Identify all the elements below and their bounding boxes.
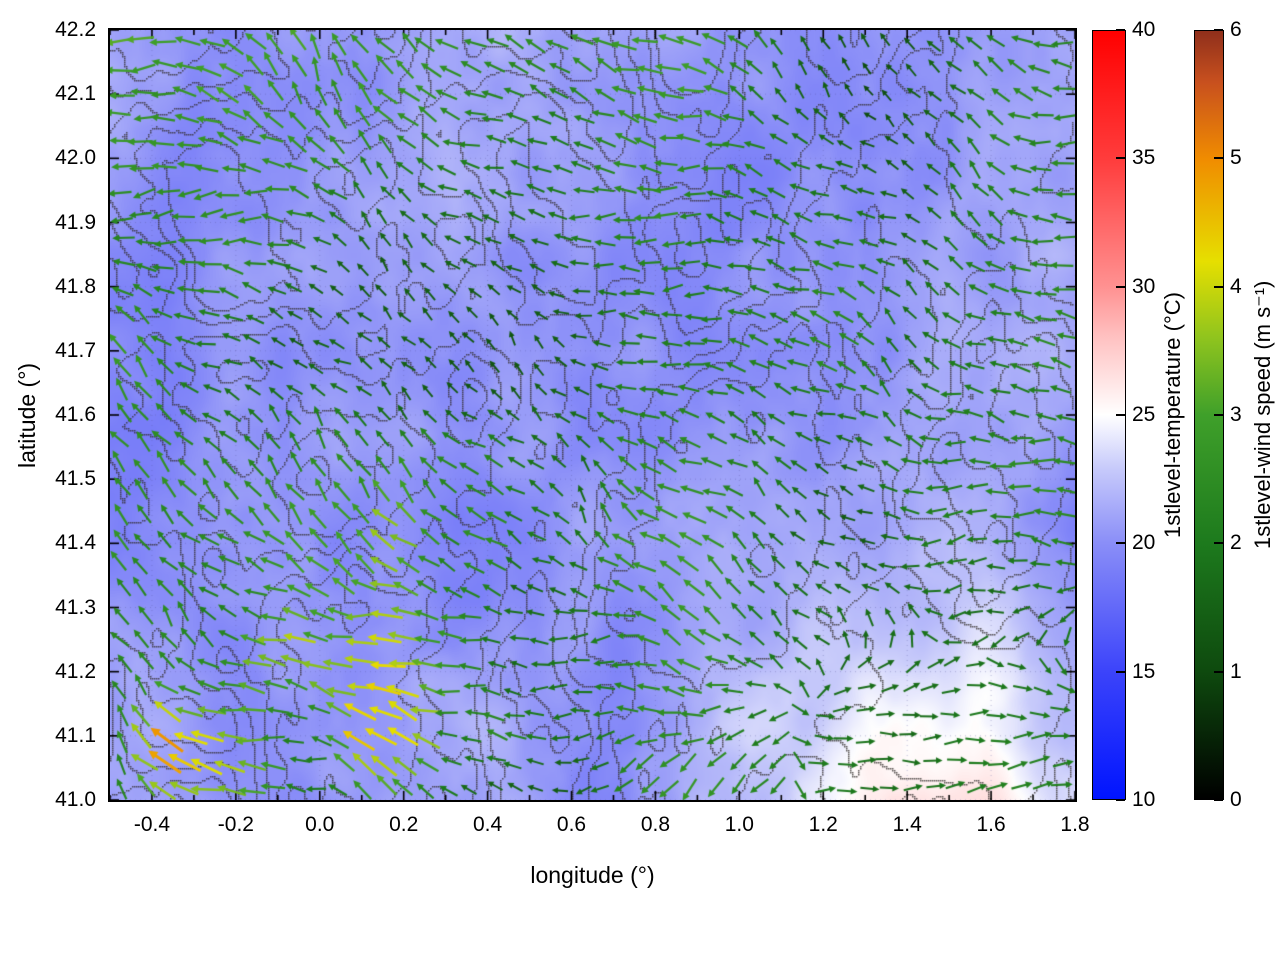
y-tick-label: 42.0 xyxy=(55,146,96,170)
colorbar-tick-label: 3 xyxy=(1230,403,1242,426)
x-tick-label: 1.4 xyxy=(892,813,922,836)
x-tick-label: -0.4 xyxy=(133,813,171,836)
y-tick-label: 41.6 xyxy=(55,403,96,426)
x-tick-label: 1.6 xyxy=(976,813,1006,836)
y-tick-label: 41.9 xyxy=(55,210,96,234)
colorbar-tick-label: 10 xyxy=(1132,788,1156,811)
y-tick-label: 41.0 xyxy=(55,788,96,811)
colorbar-tick-label: 40 xyxy=(1132,18,1156,41)
colorbar-tick-mark xyxy=(1116,542,1125,545)
x-tick-label: 1.0 xyxy=(724,813,754,836)
y-tick-label: 41.1 xyxy=(55,723,96,747)
x-axis-title: longitude (°) xyxy=(530,862,655,888)
colorbar-tick-mark xyxy=(1214,157,1223,160)
x-tick-label: 0.4 xyxy=(472,813,503,836)
x-tick-label: 1.8 xyxy=(1060,813,1090,836)
x-tick-label: 1.2 xyxy=(808,813,838,836)
colorbar-tick-label: 30 xyxy=(1132,274,1156,298)
colorbar-tick-label: 2 xyxy=(1230,531,1242,555)
colorbar-tick-mark xyxy=(1214,285,1223,288)
colorbar-tick-mark xyxy=(1116,157,1125,160)
colorbar-tick-label: 4 xyxy=(1230,274,1242,298)
colorbar-tick-mark xyxy=(1116,414,1125,416)
y-tick-label: 41.3 xyxy=(55,595,96,619)
x-tick-label: 0.0 xyxy=(305,813,335,836)
colorbar-tick-mark xyxy=(1116,285,1125,288)
colorbar-tick-label: 25 xyxy=(1132,403,1156,426)
y-tick-label: 42.1 xyxy=(55,82,96,106)
colorbar-tick-mark xyxy=(1214,670,1223,673)
colorbar-tick-mark xyxy=(1214,542,1223,545)
y-tick-label: 41.8 xyxy=(55,274,96,298)
colorbar-tick-label: 15 xyxy=(1132,659,1156,683)
colorbar-tick-mark xyxy=(1116,670,1125,673)
vector-field-canvas xyxy=(110,30,1075,800)
colorbar-tick-label: 6 xyxy=(1230,18,1242,41)
x-tick-label: 0.2 xyxy=(389,813,419,836)
plot-area xyxy=(108,28,1077,802)
colorbar-tick-mark xyxy=(1116,29,1125,31)
x-tick-label: -0.2 xyxy=(217,813,254,836)
colorbar-tick-label: 20 xyxy=(1132,531,1156,555)
y-tick-label: 41.7 xyxy=(55,338,96,362)
colorbar-tick-mark xyxy=(1214,414,1223,416)
x-tick-label: 0.8 xyxy=(640,813,671,836)
colorbar-tick-label: 0 xyxy=(1230,788,1242,811)
colorbar-tick-label: 5 xyxy=(1230,146,1242,170)
y-tick-label: 41.2 xyxy=(55,659,96,683)
colorbar-tick-label: 35 xyxy=(1132,146,1156,170)
colorbar-tick-mark xyxy=(1214,29,1223,31)
colorbar-tick-label: 1 xyxy=(1230,659,1242,683)
x-tick-label: 0.6 xyxy=(556,813,587,836)
colorbar-tick-mark xyxy=(1214,799,1223,801)
colorbar-tick-mark xyxy=(1116,799,1125,801)
y-tick-label: 41.4 xyxy=(55,531,96,555)
y-tick-label: 41.5 xyxy=(55,467,96,491)
y-tick-label: 42.2 xyxy=(55,18,96,41)
